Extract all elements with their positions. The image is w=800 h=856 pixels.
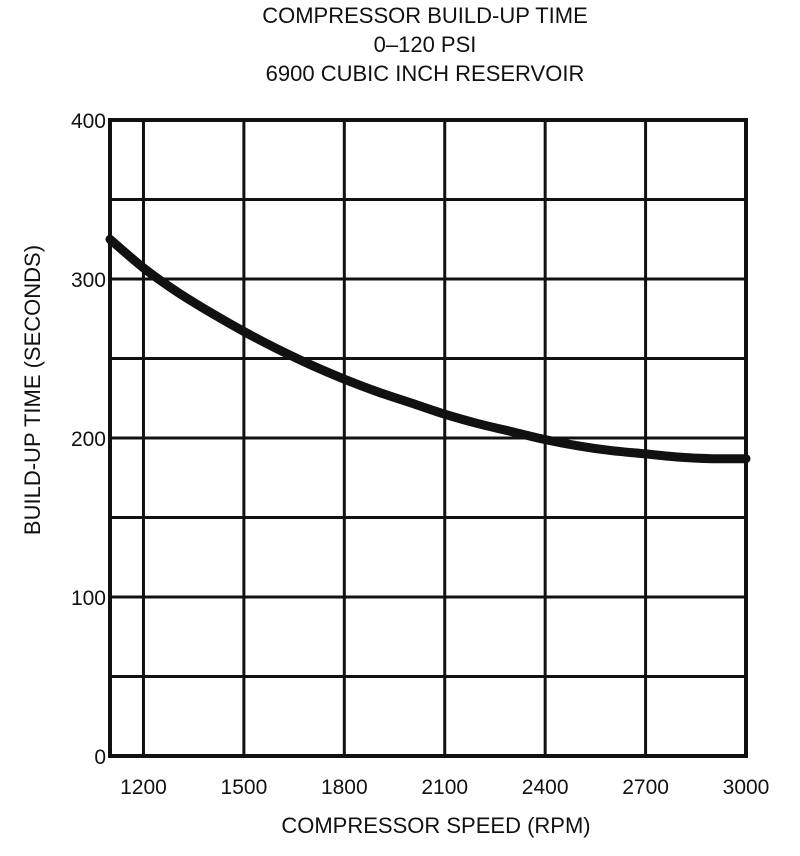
x-tick-label: 1200 <box>120 776 167 799</box>
y-axis-label: BUILD-UP TIME (SECONDS) <box>20 245 45 535</box>
y-tick-label: 400 <box>71 110 106 133</box>
x-tick-label: 1500 <box>221 776 268 799</box>
x-tick-label: 2400 <box>522 776 569 799</box>
title-line-1: COMPRESSOR BUILD-UP TIME <box>262 3 588 28</box>
chart-title: COMPRESSOR BUILD-UP TIME 0–120 PSI 6900 … <box>262 3 588 86</box>
x-tick-labels: 1200 1500 1800 2100 2400 2700 3000 <box>120 776 769 799</box>
x-tick-label: 2700 <box>622 776 669 799</box>
title-line-2: 0–120 PSI <box>374 32 477 57</box>
x-tick-label: 1800 <box>321 776 368 799</box>
grid <box>110 120 746 756</box>
y-tick-labels: 0 100 200 300 400 <box>71 110 106 769</box>
x-tick-label: 3000 <box>723 776 770 799</box>
x-axis-label: COMPRESSOR SPEED (RPM) <box>281 813 590 838</box>
y-tick-label: 0 <box>94 746 106 769</box>
title-line-3: 6900 CUBIC INCH RESERVOIR <box>266 61 585 86</box>
y-tick-label: 200 <box>71 428 106 451</box>
plot-frame <box>108 118 748 758</box>
series-line <box>105 234 751 464</box>
x-tick-label: 2100 <box>421 776 468 799</box>
y-tick-label: 300 <box>71 269 106 292</box>
y-tick-label: 100 <box>71 587 106 610</box>
